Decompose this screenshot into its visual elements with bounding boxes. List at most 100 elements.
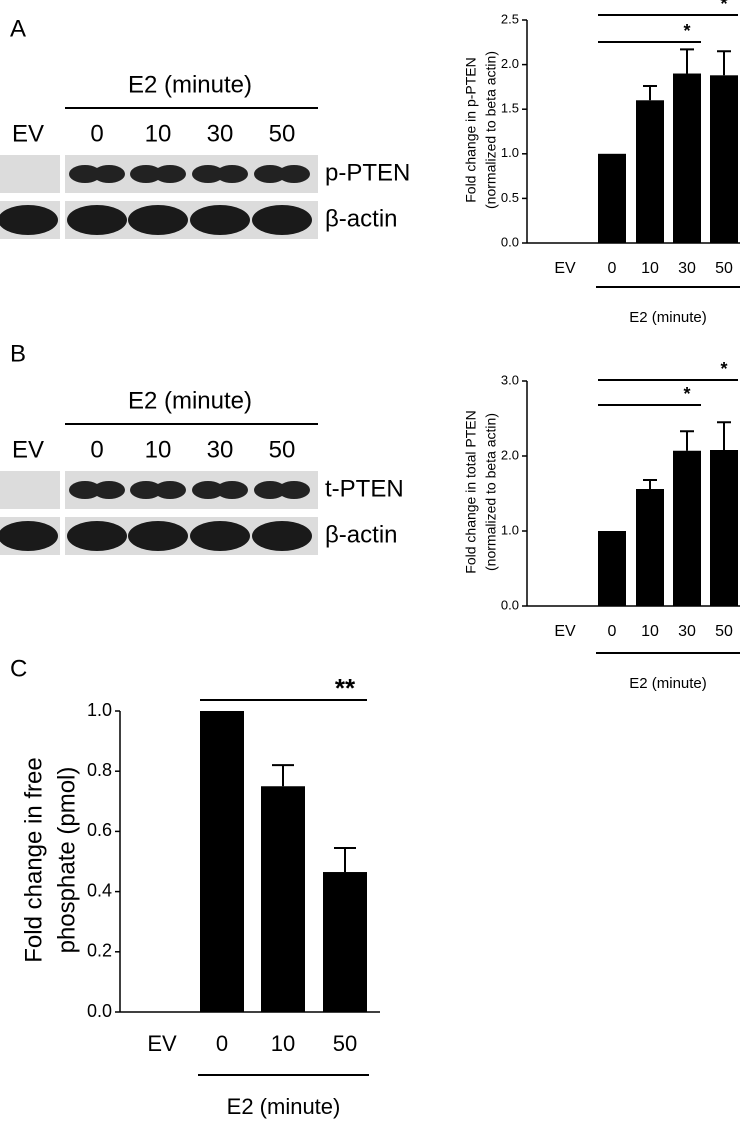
y-tick-label: 1.0 — [87, 700, 112, 720]
x-tick-label: 50 — [715, 623, 733, 640]
group-label: E2 (minute) — [629, 675, 707, 692]
y-axis-label: Fold change in free — [20, 757, 47, 962]
y-axis-label: (normalized to beta actin) — [483, 413, 499, 571]
blot-band — [252, 521, 312, 551]
y-axis-label: Fold change in p-PTEN — [463, 57, 479, 203]
blot-band — [0, 205, 58, 235]
lane-label: EV — [12, 436, 44, 463]
row-label: p-PTEN — [325, 159, 410, 186]
lane-label: 10 — [145, 436, 172, 463]
blot-band — [252, 205, 312, 235]
y-axis-label: Fold change in total PTEN — [463, 410, 479, 573]
y-tick-label: 2.5 — [501, 11, 519, 26]
x-tick-label: EV — [554, 260, 576, 277]
y-tick-label: 0.5 — [501, 190, 519, 205]
row-label: β-actin — [325, 521, 398, 548]
lane-label: EV — [12, 120, 44, 147]
significance-mark: * — [720, 359, 727, 379]
error-bar — [643, 479, 657, 489]
blot-band — [69, 165, 101, 183]
y-tick-label: 0.8 — [87, 760, 112, 780]
x-tick-label: 30 — [678, 260, 696, 277]
bar — [598, 153, 626, 243]
bar — [673, 450, 701, 606]
blot-band — [216, 165, 248, 183]
y-tick-label: 0.0 — [87, 1001, 112, 1021]
blot-band — [192, 165, 224, 183]
error-bar — [717, 50, 731, 76]
blot-band — [69, 481, 101, 499]
blot-band — [154, 481, 186, 499]
blot-band — [190, 205, 250, 235]
row-label: t-PTEN — [325, 475, 404, 502]
x-tick-label: 50 — [333, 1031, 357, 1056]
bar — [261, 786, 305, 1012]
bar — [710, 450, 738, 606]
panel-label: A — [10, 15, 26, 42]
blot-band — [0, 521, 58, 551]
row-label: β-actin — [325, 205, 398, 232]
bar — [200, 711, 244, 1012]
lane-label: 10 — [145, 120, 172, 147]
significance-mark: * — [720, 0, 727, 14]
blot-band — [192, 481, 224, 499]
y-tick-label: 2.0 — [501, 447, 519, 462]
lane-label: 50 — [269, 436, 296, 463]
y-tick-label: 3.0 — [501, 372, 519, 387]
lane-label: 30 — [207, 436, 234, 463]
error-bar — [643, 85, 657, 101]
blot-band — [67, 521, 127, 551]
lane-label: 50 — [269, 120, 296, 147]
blot-band — [278, 481, 310, 499]
panel-label: B — [10, 340, 26, 367]
blot-band — [130, 165, 162, 183]
blot-band — [278, 165, 310, 183]
significance-mark: * — [683, 21, 690, 41]
lane-label: 0 — [90, 436, 103, 463]
y-tick-label: 1.5 — [501, 101, 519, 116]
x-tick-label: 10 — [641, 260, 659, 277]
group-label: E2 (minute) — [128, 71, 252, 98]
bar — [710, 75, 738, 243]
group-label: E2 (minute) — [629, 309, 707, 326]
blot-band — [254, 165, 286, 183]
lane-label: 30 — [207, 120, 234, 147]
y-tick-label: 0.6 — [87, 820, 112, 840]
bar — [598, 531, 626, 606]
bar — [673, 73, 701, 244]
significance-mark: ** — [335, 673, 356, 703]
group-label: E2 (minute) — [128, 387, 252, 414]
x-tick-label: 50 — [715, 260, 733, 277]
error-bar — [680, 430, 694, 451]
blot-band — [93, 481, 125, 499]
y-tick-label: 0.4 — [87, 880, 112, 900]
blot-band — [67, 205, 127, 235]
y-tick-label: 2.0 — [501, 56, 519, 71]
blot-box — [0, 471, 60, 509]
y-tick-label: 0.0 — [501, 597, 519, 612]
error-bar — [334, 846, 356, 873]
y-axis-label: (normalized to beta actin) — [483, 51, 499, 209]
bar — [636, 100, 664, 243]
y-tick-label: 1.0 — [501, 522, 519, 537]
y-tick-label: 1.0 — [501, 145, 519, 160]
bar — [636, 489, 664, 606]
blot-band — [216, 481, 248, 499]
x-tick-label: 0 — [608, 260, 617, 277]
panel-label: C — [10, 655, 27, 682]
x-tick-label: 0 — [608, 623, 617, 640]
x-tick-label: 10 — [641, 623, 659, 640]
x-tick-label: 0 — [216, 1031, 228, 1056]
blot-band — [130, 481, 162, 499]
blot-band — [128, 205, 188, 235]
blot-band — [254, 481, 286, 499]
bar — [323, 872, 367, 1012]
error-bar — [680, 48, 694, 74]
blot-band — [154, 165, 186, 183]
y-tick-label: 0.0 — [501, 234, 519, 249]
x-tick-label: EV — [554, 623, 576, 640]
y-axis-label: phosphate (pmol) — [53, 767, 80, 954]
error-bar — [717, 421, 731, 450]
x-tick-label: EV — [147, 1031, 177, 1056]
